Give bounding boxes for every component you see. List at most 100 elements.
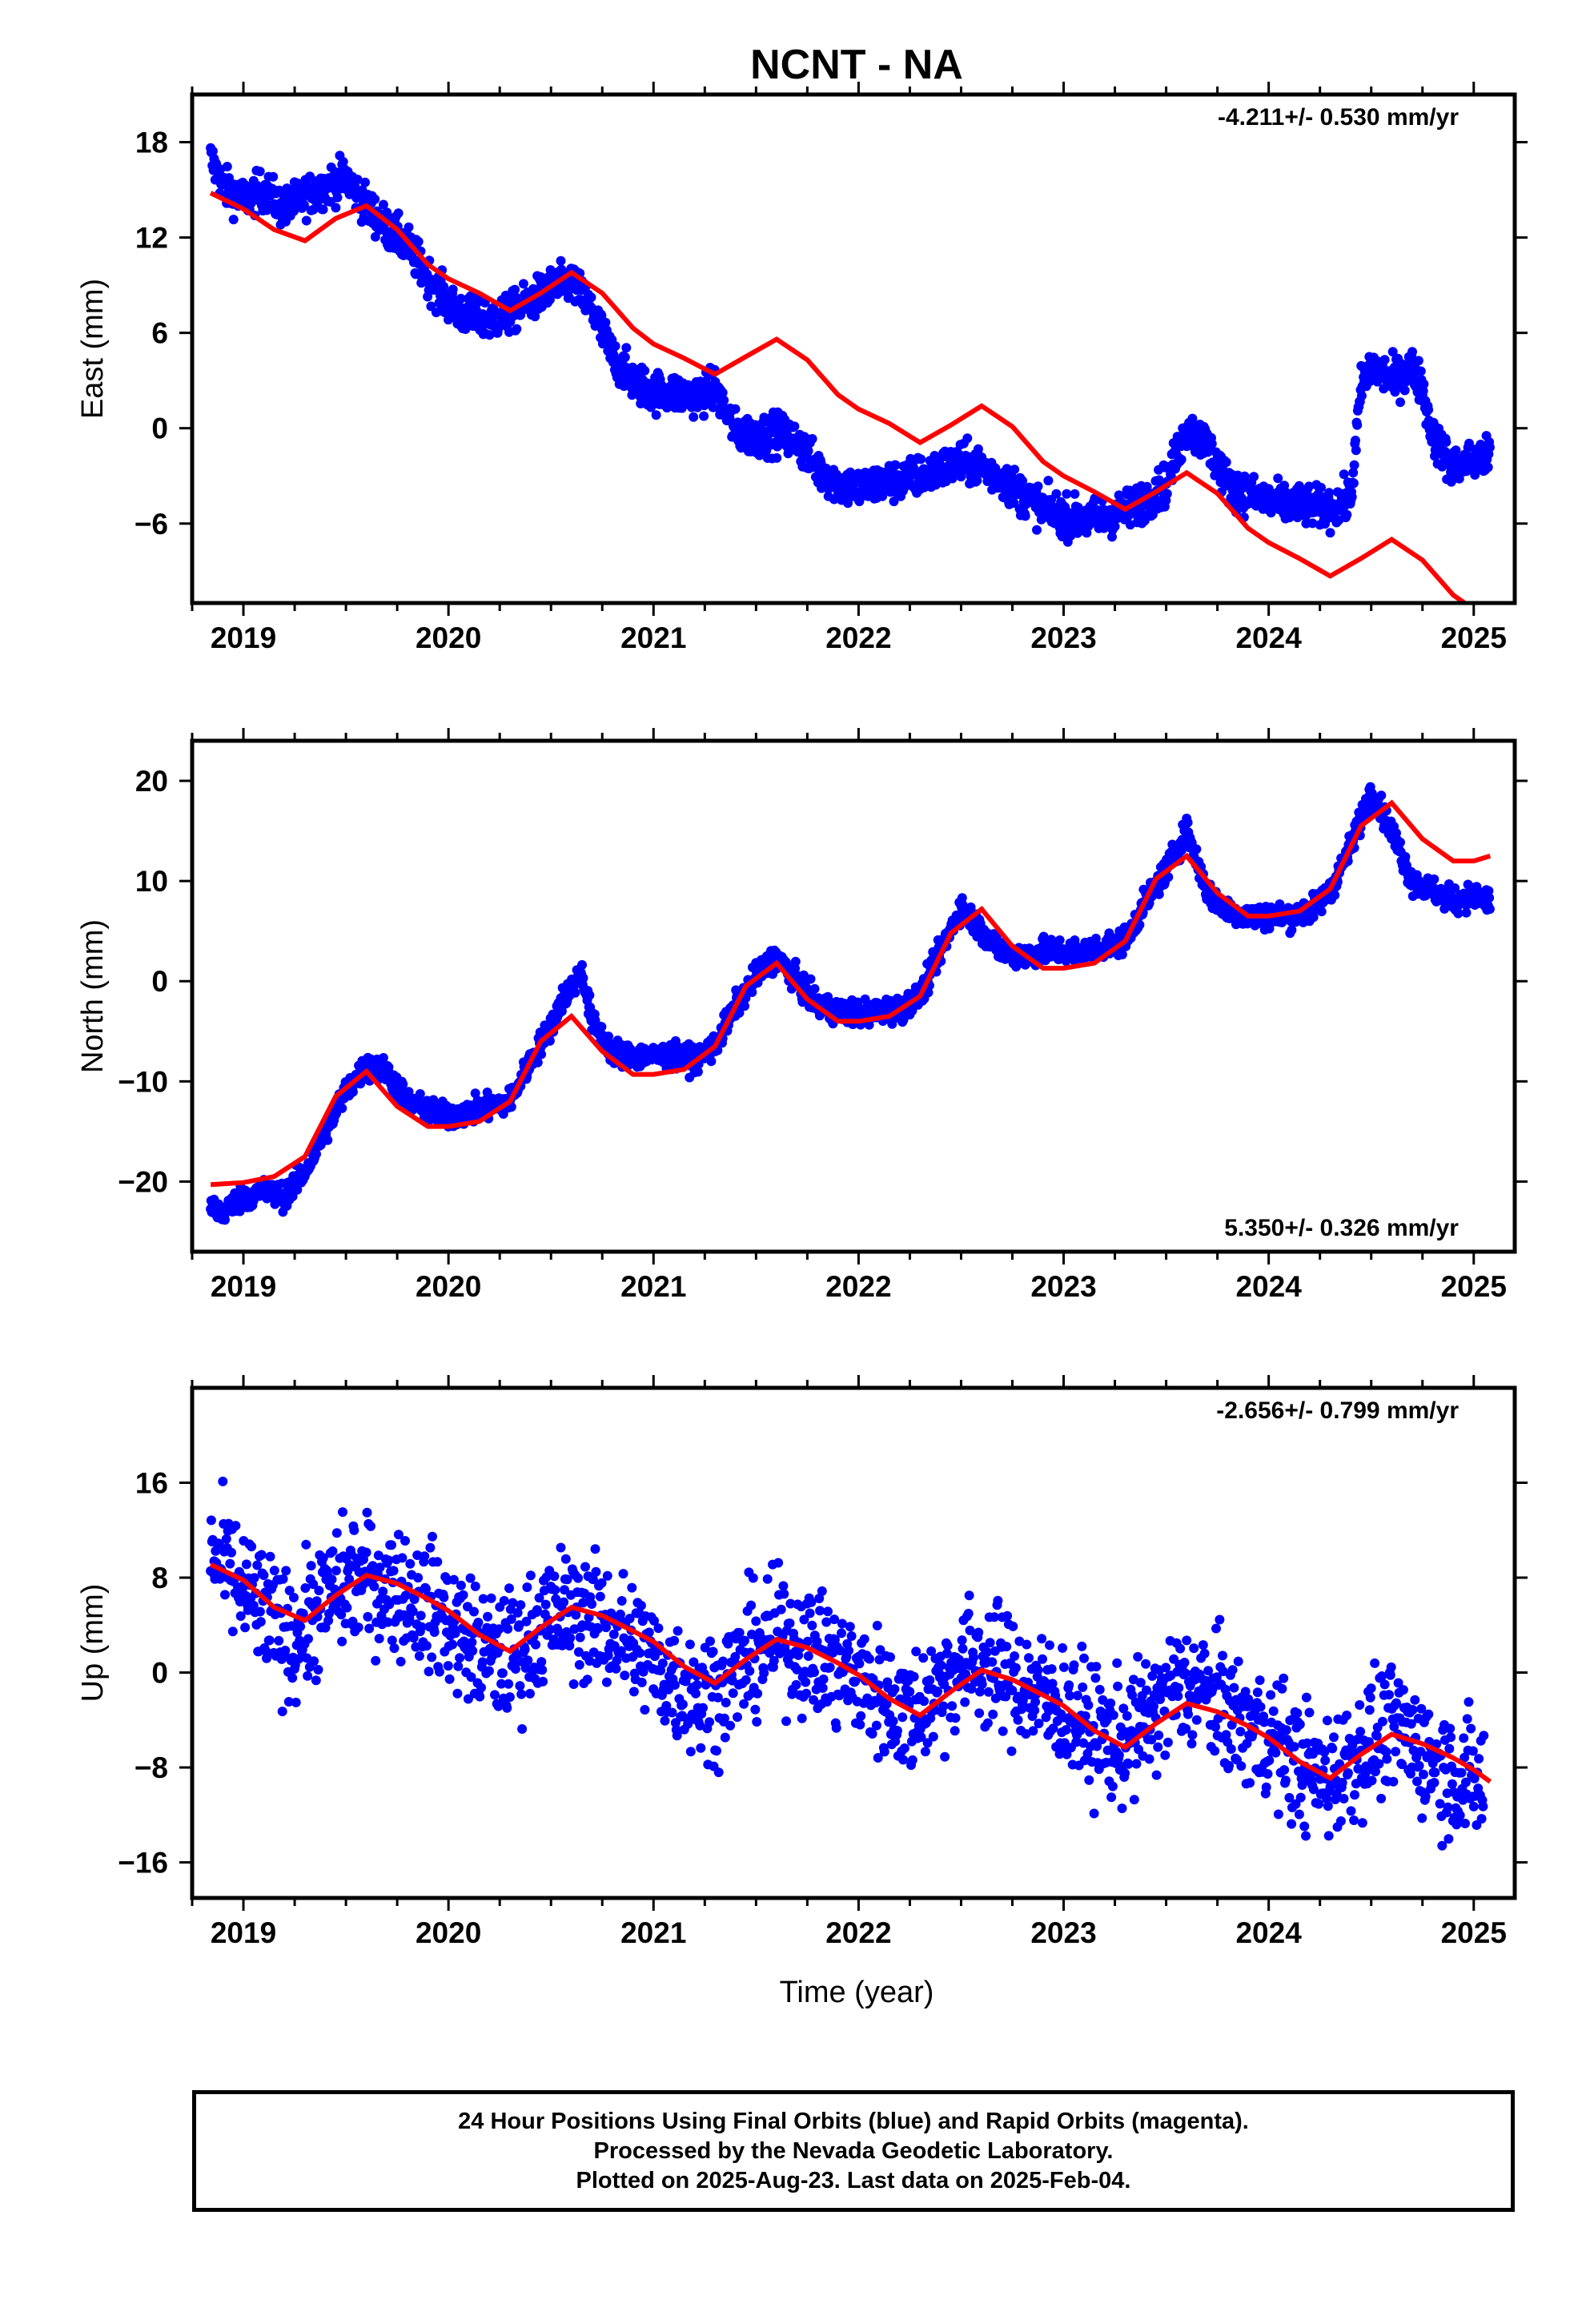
data-point — [1316, 482, 1326, 493]
data-point — [320, 1622, 331, 1633]
data-point — [1400, 851, 1411, 862]
data-point — [227, 1547, 236, 1558]
data-point — [323, 1135, 333, 1145]
data-point — [1307, 518, 1318, 529]
data-point — [264, 1635, 275, 1646]
data-point — [444, 1674, 455, 1684]
data-point — [619, 381, 629, 392]
data-point — [393, 208, 404, 219]
data-point — [439, 1592, 449, 1602]
data-point — [255, 1617, 266, 1627]
data-point — [640, 365, 650, 376]
y-axis-label: East (mm) — [76, 279, 110, 419]
data-point — [425, 1542, 436, 1553]
data-point — [1387, 347, 1398, 357]
data-point — [387, 1540, 396, 1550]
data-point — [750, 420, 761, 430]
data-point — [916, 454, 926, 464]
data-point — [456, 293, 466, 304]
data-point — [280, 1646, 291, 1655]
data-point — [268, 171, 279, 182]
data-point — [231, 1521, 241, 1531]
plot-frame — [190, 738, 1517, 1254]
data-point — [206, 1515, 216, 1526]
data-point — [301, 215, 311, 226]
data-point — [255, 1606, 265, 1617]
data-point — [415, 1089, 425, 1099]
data-point — [1330, 890, 1340, 900]
data-point — [311, 1149, 321, 1160]
data-point — [1399, 385, 1410, 396]
data-point — [366, 1521, 375, 1531]
data-point — [255, 167, 265, 177]
data-point — [1351, 436, 1360, 445]
data-point — [313, 1665, 323, 1675]
data-point — [281, 1566, 291, 1576]
data-point — [274, 1635, 284, 1646]
data-point — [252, 1560, 263, 1570]
data-point — [887, 1019, 897, 1029]
data-point — [318, 204, 328, 215]
data-point — [1182, 818, 1193, 828]
data-point — [287, 1621, 297, 1631]
data-point — [299, 200, 309, 210]
data-point — [1348, 468, 1359, 478]
data-point — [556, 255, 566, 266]
data-points — [206, 1476, 1489, 1851]
data-point — [1484, 886, 1494, 896]
data-point — [347, 1616, 358, 1626]
data-point — [256, 1550, 267, 1560]
data-point — [923, 987, 934, 998]
data-point — [889, 497, 899, 507]
data-point — [278, 1574, 288, 1584]
data-point — [1419, 379, 1429, 389]
data-point — [651, 410, 661, 420]
data-point — [805, 974, 816, 984]
data-point — [1054, 935, 1065, 945]
data-point — [352, 175, 363, 185]
data-point — [458, 1590, 468, 1600]
data-point — [408, 1633, 419, 1643]
data-point — [398, 1079, 408, 1089]
data-point — [344, 1574, 355, 1584]
data-point — [1415, 366, 1426, 376]
data-point — [577, 959, 587, 970]
data-point — [311, 1596, 322, 1606]
data-point — [404, 222, 414, 232]
data-point — [1464, 438, 1474, 448]
rate-label: 5.350+/- 0.326 mm/yr — [1224, 1215, 1459, 1241]
data-point — [809, 983, 820, 994]
data-point — [1117, 949, 1127, 959]
data-point — [416, 1610, 426, 1621]
data-point — [1134, 919, 1145, 930]
x-tick-label: 2020 — [416, 621, 481, 654]
data-points — [206, 782, 1495, 1225]
data-point — [957, 893, 967, 903]
data-point — [1395, 397, 1405, 408]
data-point — [1062, 489, 1072, 499]
data-point — [1349, 460, 1359, 470]
data-point — [284, 1586, 295, 1596]
data-point — [455, 1653, 465, 1663]
data-point — [717, 388, 728, 398]
data-point — [1043, 476, 1054, 486]
data-point — [890, 460, 901, 470]
data-point — [311, 1675, 321, 1686]
data-point — [420, 1551, 430, 1562]
data-point — [443, 1661, 453, 1671]
data-point — [369, 1582, 379, 1592]
data-point — [338, 157, 348, 167]
x-tick-label: 2022 — [825, 621, 891, 654]
data-point — [450, 1628, 460, 1638]
data-point — [719, 395, 729, 405]
y-tick-label: 0 — [151, 965, 168, 998]
data-point — [414, 1651, 424, 1661]
data-point — [1154, 889, 1164, 899]
x-tick-label: 2022 — [825, 1270, 891, 1303]
data-point — [424, 1667, 434, 1677]
data-point — [314, 1586, 324, 1596]
data-point — [973, 444, 983, 454]
data-point — [353, 1622, 363, 1633]
data-point — [332, 192, 343, 203]
data-point — [1325, 528, 1335, 538]
